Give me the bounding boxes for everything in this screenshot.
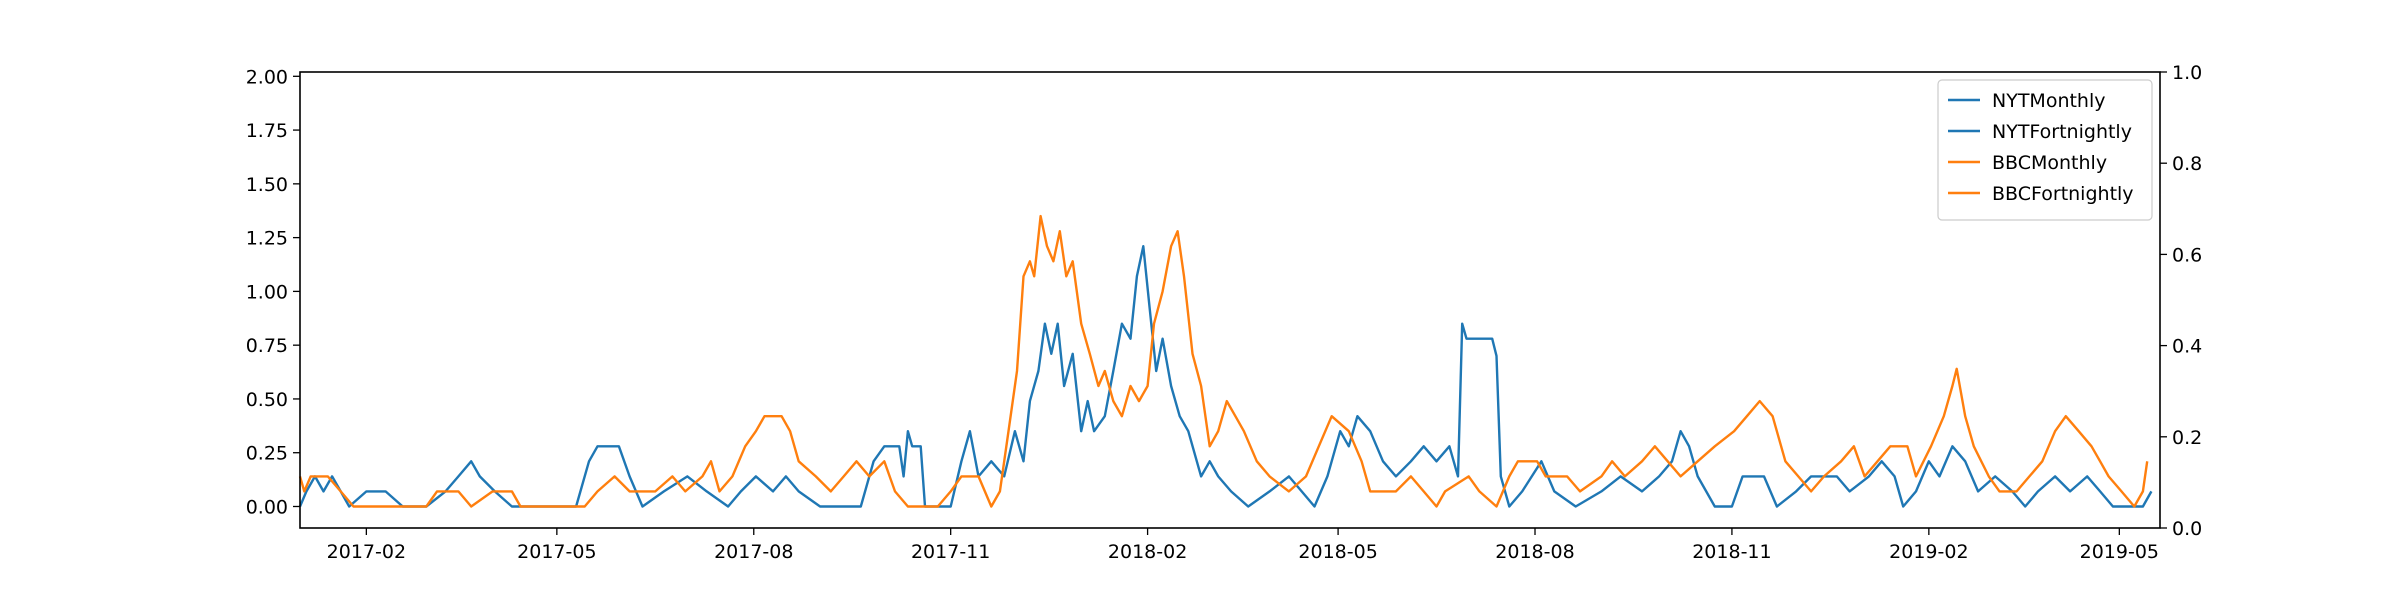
- y-left-tick-label: 0.75: [246, 335, 288, 357]
- y-left-tick-label: 0.00: [246, 496, 288, 518]
- y-axis-left: 0.00 0.25 0.50 0.75 1.00 1.25 1.50 1.75 2.00: [246, 66, 300, 518]
- legend-label: BBCFortnightly: [1992, 183, 2134, 205]
- y-right-tick-label: 0.0: [2172, 518, 2202, 540]
- x-tick-label: 2017-08: [714, 541, 793, 563]
- plot-frame: [299, 71, 2161, 529]
- x-tick-label: 2018-08: [1495, 541, 1574, 563]
- y-right-tick-label: 0.2: [2172, 427, 2202, 449]
- x-axis: 2017-02 2017-05 2017-08 2017-11 2018-02 2018-…: [327, 528, 2159, 563]
- y-left-tick-label: 0.25: [246, 443, 288, 465]
- x-tick-label: 2019-02: [1889, 541, 1968, 563]
- x-tick-label: 2017-11: [911, 541, 990, 563]
- y-right-tick-label: 0.6: [2172, 244, 2202, 266]
- legend-label: NYTFortnightly: [1992, 121, 2132, 143]
- x-tick-label: 2019-05: [2080, 541, 2159, 563]
- x-tick-label: 2017-02: [327, 541, 406, 563]
- series-line-bbcmonthly: [298, 214, 2149, 508]
- y-left-tick-label: 1.00: [246, 281, 288, 303]
- x-tick-label: 2018-02: [1108, 541, 1187, 563]
- y-left-tick-label: 1.25: [246, 228, 288, 250]
- legend-label: NYTMonthly: [1992, 90, 2106, 112]
- y-right-tick-label: 0.4: [2172, 336, 2202, 358]
- series-layer: [298, 214, 2153, 508]
- y-right-tick-label: 1.0: [2172, 62, 2202, 84]
- x-tick-label: 2017-05: [517, 541, 596, 563]
- legend-box: [1937, 79, 2153, 221]
- x-tick-label: 2018-11: [1692, 541, 1771, 563]
- y-left-tick-label: 2.00: [246, 66, 288, 88]
- y-left-tick-label: 0.50: [246, 389, 288, 411]
- x-tick-label: 2018-05: [1298, 541, 1377, 563]
- legend: NYTMonthly NYTFortnightly BBCMonthly BBCFor…: [1937, 79, 2153, 221]
- y-left-tick-label: 1.75: [246, 120, 288, 142]
- y-axis-right: 0.0 0.2 0.4 0.6 0.8 1.0: [2160, 62, 2202, 540]
- y-right-tick-label: 0.8: [2172, 153, 2202, 175]
- y-left-tick-label: 1.50: [246, 174, 288, 196]
- legend-label: BBCMonthly: [1992, 152, 2107, 174]
